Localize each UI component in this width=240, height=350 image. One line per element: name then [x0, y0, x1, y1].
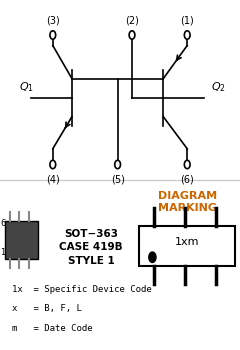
Text: DIAGRAM
MARKING: DIAGRAM MARKING	[158, 191, 217, 213]
Text: 1xm: 1xm	[175, 237, 199, 247]
Text: 1x  = Specific Device Code: 1x = Specific Device Code	[12, 285, 152, 294]
Text: (4): (4)	[46, 175, 60, 185]
Text: x   = B, F, L: x = B, F, L	[12, 304, 82, 314]
Text: (5): (5)	[111, 175, 125, 185]
Text: 1: 1	[0, 248, 5, 257]
Circle shape	[50, 160, 56, 169]
Text: m   = Date Code: m = Date Code	[12, 324, 93, 333]
Circle shape	[115, 160, 120, 169]
Text: (3): (3)	[46, 15, 60, 25]
Text: $Q_2$: $Q_2$	[211, 81, 226, 95]
Text: 6: 6	[0, 219, 5, 228]
Circle shape	[184, 160, 190, 169]
Bar	[139, 226, 235, 266]
Circle shape	[50, 31, 56, 39]
Text: (6): (6)	[180, 175, 194, 185]
Circle shape	[129, 31, 135, 39]
Circle shape	[184, 31, 190, 39]
Text: (2): (2)	[125, 15, 139, 25]
Text: SOT−363
CASE 419B
STYLE 1: SOT−363 CASE 419B STYLE 1	[59, 229, 123, 266]
Text: (1): (1)	[180, 15, 194, 25]
Circle shape	[149, 252, 156, 262]
Bar	[5, 220, 38, 259]
Text: $Q_1$: $Q_1$	[19, 81, 34, 95]
